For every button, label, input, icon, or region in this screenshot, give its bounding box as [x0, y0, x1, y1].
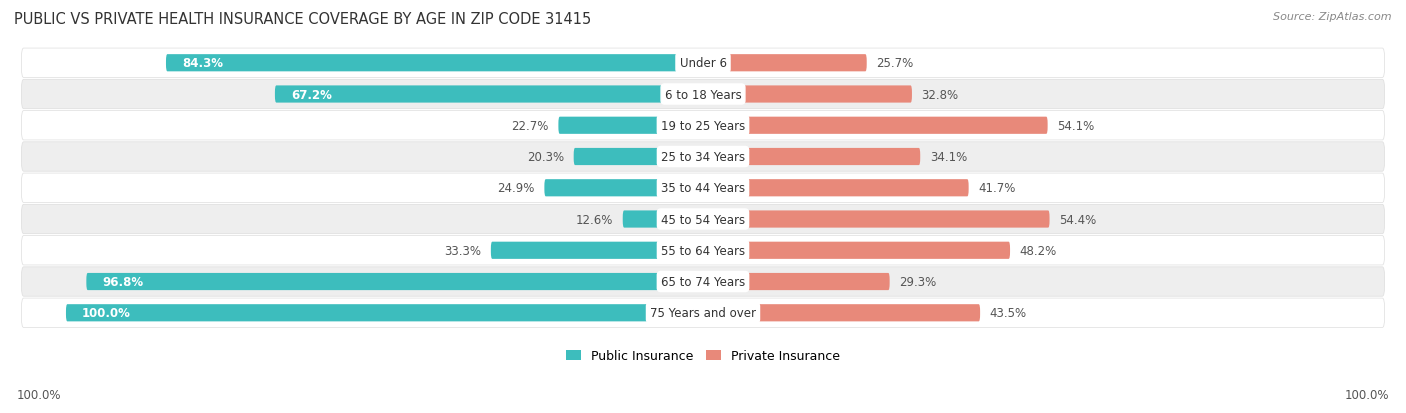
FancyBboxPatch shape: [703, 273, 890, 290]
Text: 45 to 54 Years: 45 to 54 Years: [661, 213, 745, 226]
Text: 75 Years and over: 75 Years and over: [650, 306, 756, 320]
Text: 84.3%: 84.3%: [181, 57, 224, 70]
Text: 54.4%: 54.4%: [1059, 213, 1097, 226]
Text: 22.7%: 22.7%: [512, 119, 548, 133]
FancyBboxPatch shape: [21, 236, 1385, 265]
Text: 55 to 64 Years: 55 to 64 Years: [661, 244, 745, 257]
Text: 65 to 74 Years: 65 to 74 Years: [661, 275, 745, 288]
Text: Under 6: Under 6: [679, 57, 727, 70]
Text: 12.6%: 12.6%: [576, 213, 613, 226]
FancyBboxPatch shape: [21, 205, 1385, 234]
Text: 43.5%: 43.5%: [990, 306, 1026, 320]
Text: 25.7%: 25.7%: [876, 57, 914, 70]
Text: Source: ZipAtlas.com: Source: ZipAtlas.com: [1274, 12, 1392, 22]
Text: 41.7%: 41.7%: [979, 182, 1015, 195]
Text: 29.3%: 29.3%: [900, 275, 936, 288]
FancyBboxPatch shape: [21, 173, 1385, 203]
Text: 96.8%: 96.8%: [103, 275, 143, 288]
FancyBboxPatch shape: [574, 149, 703, 166]
Text: 33.3%: 33.3%: [444, 244, 481, 257]
Text: 25 to 34 Years: 25 to 34 Years: [661, 151, 745, 164]
FancyBboxPatch shape: [166, 55, 703, 72]
FancyBboxPatch shape: [703, 211, 1049, 228]
FancyBboxPatch shape: [21, 80, 1385, 109]
Text: 54.1%: 54.1%: [1057, 119, 1094, 133]
FancyBboxPatch shape: [544, 180, 703, 197]
FancyBboxPatch shape: [703, 149, 921, 166]
FancyBboxPatch shape: [703, 242, 1010, 259]
FancyBboxPatch shape: [703, 117, 1047, 135]
FancyBboxPatch shape: [703, 304, 980, 322]
FancyBboxPatch shape: [623, 211, 703, 228]
Text: 100.0%: 100.0%: [1344, 388, 1389, 401]
FancyBboxPatch shape: [21, 298, 1385, 328]
Text: 100.0%: 100.0%: [17, 388, 62, 401]
FancyBboxPatch shape: [276, 86, 703, 103]
FancyBboxPatch shape: [491, 242, 703, 259]
Text: 48.2%: 48.2%: [1019, 244, 1057, 257]
Text: 24.9%: 24.9%: [498, 182, 534, 195]
FancyBboxPatch shape: [21, 111, 1385, 140]
FancyBboxPatch shape: [703, 86, 912, 103]
Text: 100.0%: 100.0%: [82, 306, 131, 320]
Text: 32.8%: 32.8%: [921, 88, 959, 101]
Text: PUBLIC VS PRIVATE HEALTH INSURANCE COVERAGE BY AGE IN ZIP CODE 31415: PUBLIC VS PRIVATE HEALTH INSURANCE COVER…: [14, 12, 592, 27]
FancyBboxPatch shape: [703, 180, 969, 197]
FancyBboxPatch shape: [21, 267, 1385, 297]
Text: 35 to 44 Years: 35 to 44 Years: [661, 182, 745, 195]
Text: 6 to 18 Years: 6 to 18 Years: [665, 88, 741, 101]
FancyBboxPatch shape: [703, 55, 866, 72]
FancyBboxPatch shape: [558, 117, 703, 135]
FancyBboxPatch shape: [66, 304, 703, 322]
Text: 19 to 25 Years: 19 to 25 Years: [661, 119, 745, 133]
Legend: Public Insurance, Private Insurance: Public Insurance, Private Insurance: [561, 344, 845, 367]
FancyBboxPatch shape: [86, 273, 703, 290]
Text: 20.3%: 20.3%: [527, 151, 564, 164]
Text: 67.2%: 67.2%: [291, 88, 332, 101]
FancyBboxPatch shape: [21, 49, 1385, 78]
Text: 34.1%: 34.1%: [929, 151, 967, 164]
FancyBboxPatch shape: [21, 142, 1385, 172]
